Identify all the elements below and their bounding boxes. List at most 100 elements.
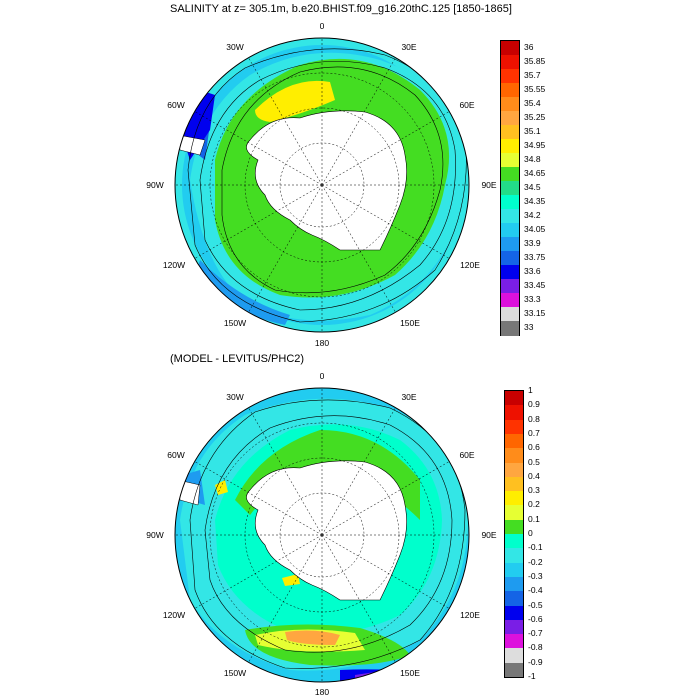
salinity-map [175,38,469,332]
colorbar-tick-label: 0.2 [528,499,540,510]
colorbar-tick-label: 0.3 [528,485,540,496]
colorbar-swatch [505,462,523,478]
colorbar-tick-label: 34.65 [524,168,546,178]
colorbar-tick-label: 33.3 [524,294,541,304]
colorbar-tick-label: -0.5 [528,599,543,610]
lon-label-150w: 150W [223,668,247,678]
colorbar-swatch [501,209,519,224]
colorbar-tick-label: -0.8 [528,642,543,653]
colorbar-tick-label: 33.9 [524,238,541,248]
colorbar-tick-label: 0.4 [528,470,540,481]
colorbar-tick-label: 0 [528,528,533,538]
colorbar-swatch [501,153,519,168]
panel-1-title: SALINITY at z= 305.1m, b.e20.BHIST.f09_g… [170,3,512,15]
colorbar-swatch [505,591,523,606]
colorbar-swatch [505,534,523,549]
colorbar-swatch [501,251,519,266]
colorbar-tick-label: -1 [528,671,536,681]
lon-label-120e: 120E [460,260,480,270]
colorbar-swatch [501,237,519,252]
colorbar-tick-label: 33 [524,322,534,332]
colorbar-tick-label: 34.5 [524,182,541,192]
lon-label-30w: 30W [226,392,244,402]
colorbar-swatch [501,83,519,98]
colorbar-swatch [501,41,519,56]
lon-label-60w: 60W [167,100,185,110]
colorbar-tick-label: -0.9 [528,656,543,667]
lon-label-60w: 60W [167,450,185,460]
lon-label-60e: 60E [459,100,475,110]
colorbar-swatch [505,519,523,535]
colorbar-swatch [501,265,519,280]
colorbar-swatch [505,605,523,621]
colorbar-tick-label: 34.8 [524,154,541,164]
lon-label-120e: 120E [460,610,480,620]
colorbar-tick-label: 35.1 [524,126,541,136]
lon-label-120w: 120W [162,610,186,620]
colorbar-swatch [501,97,519,112]
colorbar-tick-label: -0.4 [528,585,543,596]
difference-map [175,388,469,682]
colorbar-tick-label: 1 [528,385,533,395]
salinity-colorbar [500,40,520,336]
colorbar-tick-label: 35.7 [524,70,541,80]
colorbar-swatch [505,491,523,506]
colorbar-swatch [501,279,519,294]
colorbar-tick-label: 34.35 [524,196,546,206]
lon-label-150e: 150E [400,318,420,328]
lon-label-90e: 90E [481,530,497,540]
colorbar-tick-label: 34.95 [524,140,546,150]
colorbar-swatch [505,548,523,564]
colorbar-tick-label: 0.9 [528,399,540,410]
lon-label-90w: 90W [146,180,164,190]
lon-label-30e: 30E [401,392,417,402]
colorbar-tick-label: 34.05 [524,224,546,234]
colorbar-swatch [501,167,519,182]
colorbar-swatch [505,448,523,463]
colorbar-swatch [501,125,519,140]
colorbar-tick-label: -0.7 [528,628,543,639]
colorbar-tick-label: 36 [524,42,534,52]
colorbar-tick-label: 33.75 [524,252,546,262]
colorbar-tick-label: 0.5 [528,456,540,467]
colorbar-swatch [505,662,523,678]
colorbar-tick-label: -0.3 [528,570,543,581]
colorbar-swatch [505,634,523,649]
colorbar-tick-label: -0.2 [528,556,543,567]
colorbar-swatch [505,619,523,635]
colorbar-tick-label: 0.1 [528,513,540,524]
lon-label-90w: 90W [146,530,164,540]
colorbar-tick-label: 33.15 [524,308,546,318]
colorbar-swatch [505,476,523,492]
colorbar-tick-label: 35.25 [524,112,546,122]
colorbar-swatch [501,139,519,154]
colorbar-swatch [501,223,519,238]
colorbar-tick-label: 0.7 [528,427,540,438]
difference-colorbar [504,390,524,678]
lon-label-180: 180 [314,687,330,697]
colorbar-swatch [501,293,519,308]
colorbar-swatch [501,195,519,210]
lon-label-180: 180 [314,338,330,348]
lon-label-120w: 120W [162,260,186,270]
colorbar-tick-label: 35.85 [524,56,546,66]
colorbar-swatch [505,405,523,421]
colorbar-swatch [505,391,523,406]
colorbar-swatch [501,55,519,70]
panel-2-title: (MODEL - LEVITUS/PHC2) [170,353,305,365]
colorbar-swatch [501,307,519,322]
colorbar-swatch [505,505,523,521]
lon-label-0: 0 [319,371,325,381]
colorbar-swatch [505,576,523,592]
colorbar-swatch [501,111,519,126]
colorbar-swatch [501,321,519,336]
lon-label-0: 0 [319,21,325,31]
colorbar-tick-label: 35.55 [524,84,546,94]
colorbar-tick-label: 0.6 [528,442,540,453]
lon-label-150e: 150E [400,668,420,678]
colorbar-tick-label: 0.8 [528,413,540,424]
colorbar-swatch [505,648,523,664]
colorbar-swatch [505,419,523,435]
colorbar-swatch [505,433,523,449]
